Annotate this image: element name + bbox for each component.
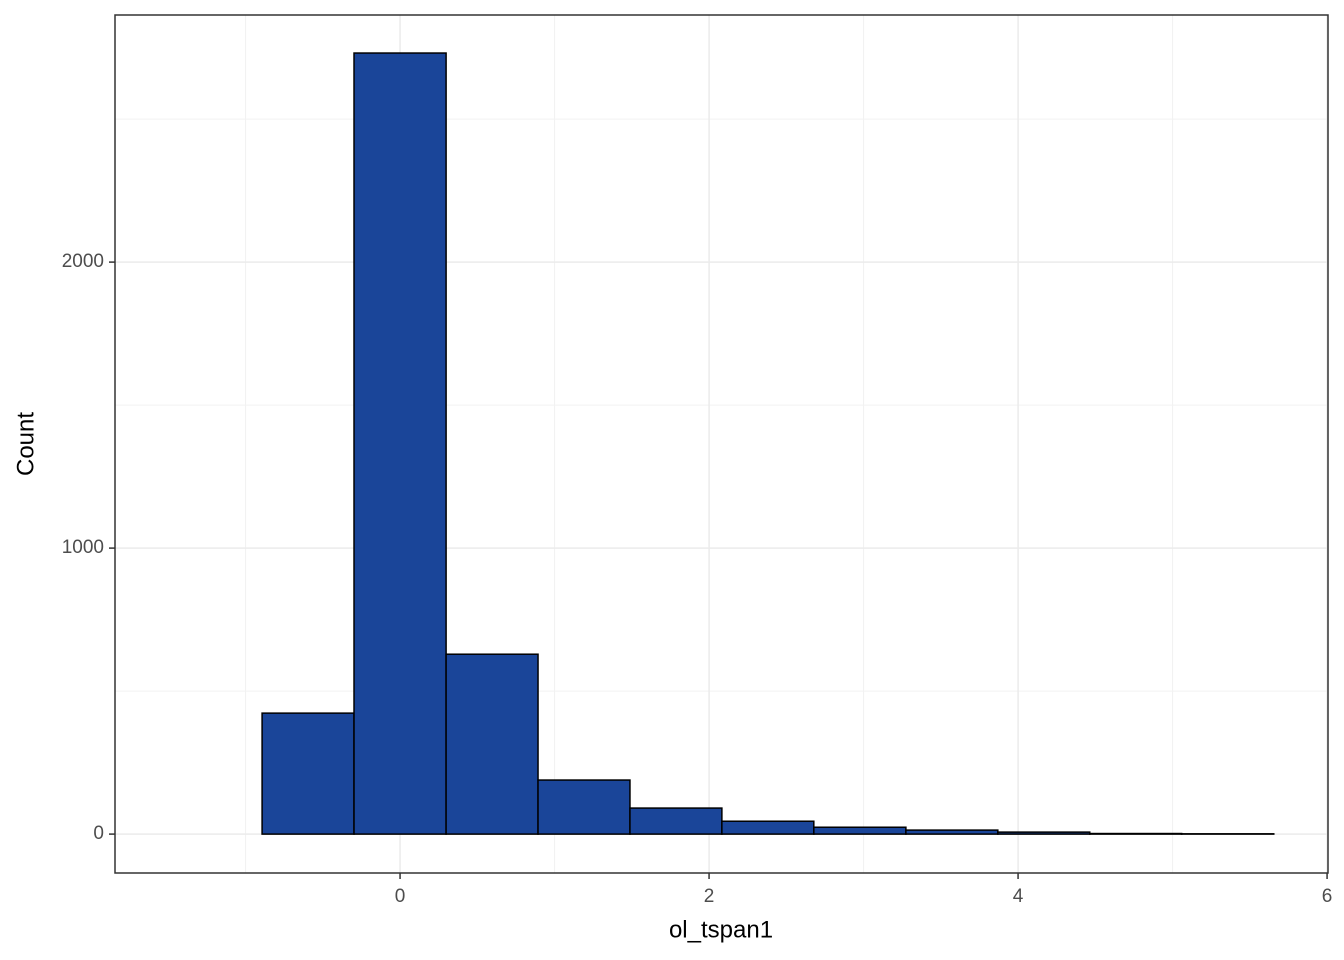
y-tick-label: 2000: [62, 251, 104, 272]
x-tick-label: 6: [1322, 886, 1333, 907]
histogram-bar: [1089, 832, 1183, 835]
histogram-bar: [537, 779, 631, 835]
histogram-bar: [445, 653, 539, 835]
panel-border: [114, 14, 1329, 874]
y-tick-label: 1000: [62, 537, 104, 558]
y-axis-title: Count: [12, 412, 39, 476]
histogram-bar: [261, 712, 355, 835]
histogram-bar: [905, 829, 999, 835]
histogram-bar: [629, 807, 723, 835]
histogram-bar: [721, 820, 815, 835]
histogram-bar: [813, 826, 907, 835]
y-tick-label: 0: [93, 823, 104, 844]
x-axis-title: ol_tspan1: [669, 916, 773, 943]
x-tick-label: 4: [1013, 886, 1024, 907]
histogram-bar: [353, 52, 447, 835]
x-tick-label: 0: [395, 886, 406, 907]
x-tick-label: 2: [704, 886, 715, 907]
histogram-bar: [997, 831, 1091, 835]
